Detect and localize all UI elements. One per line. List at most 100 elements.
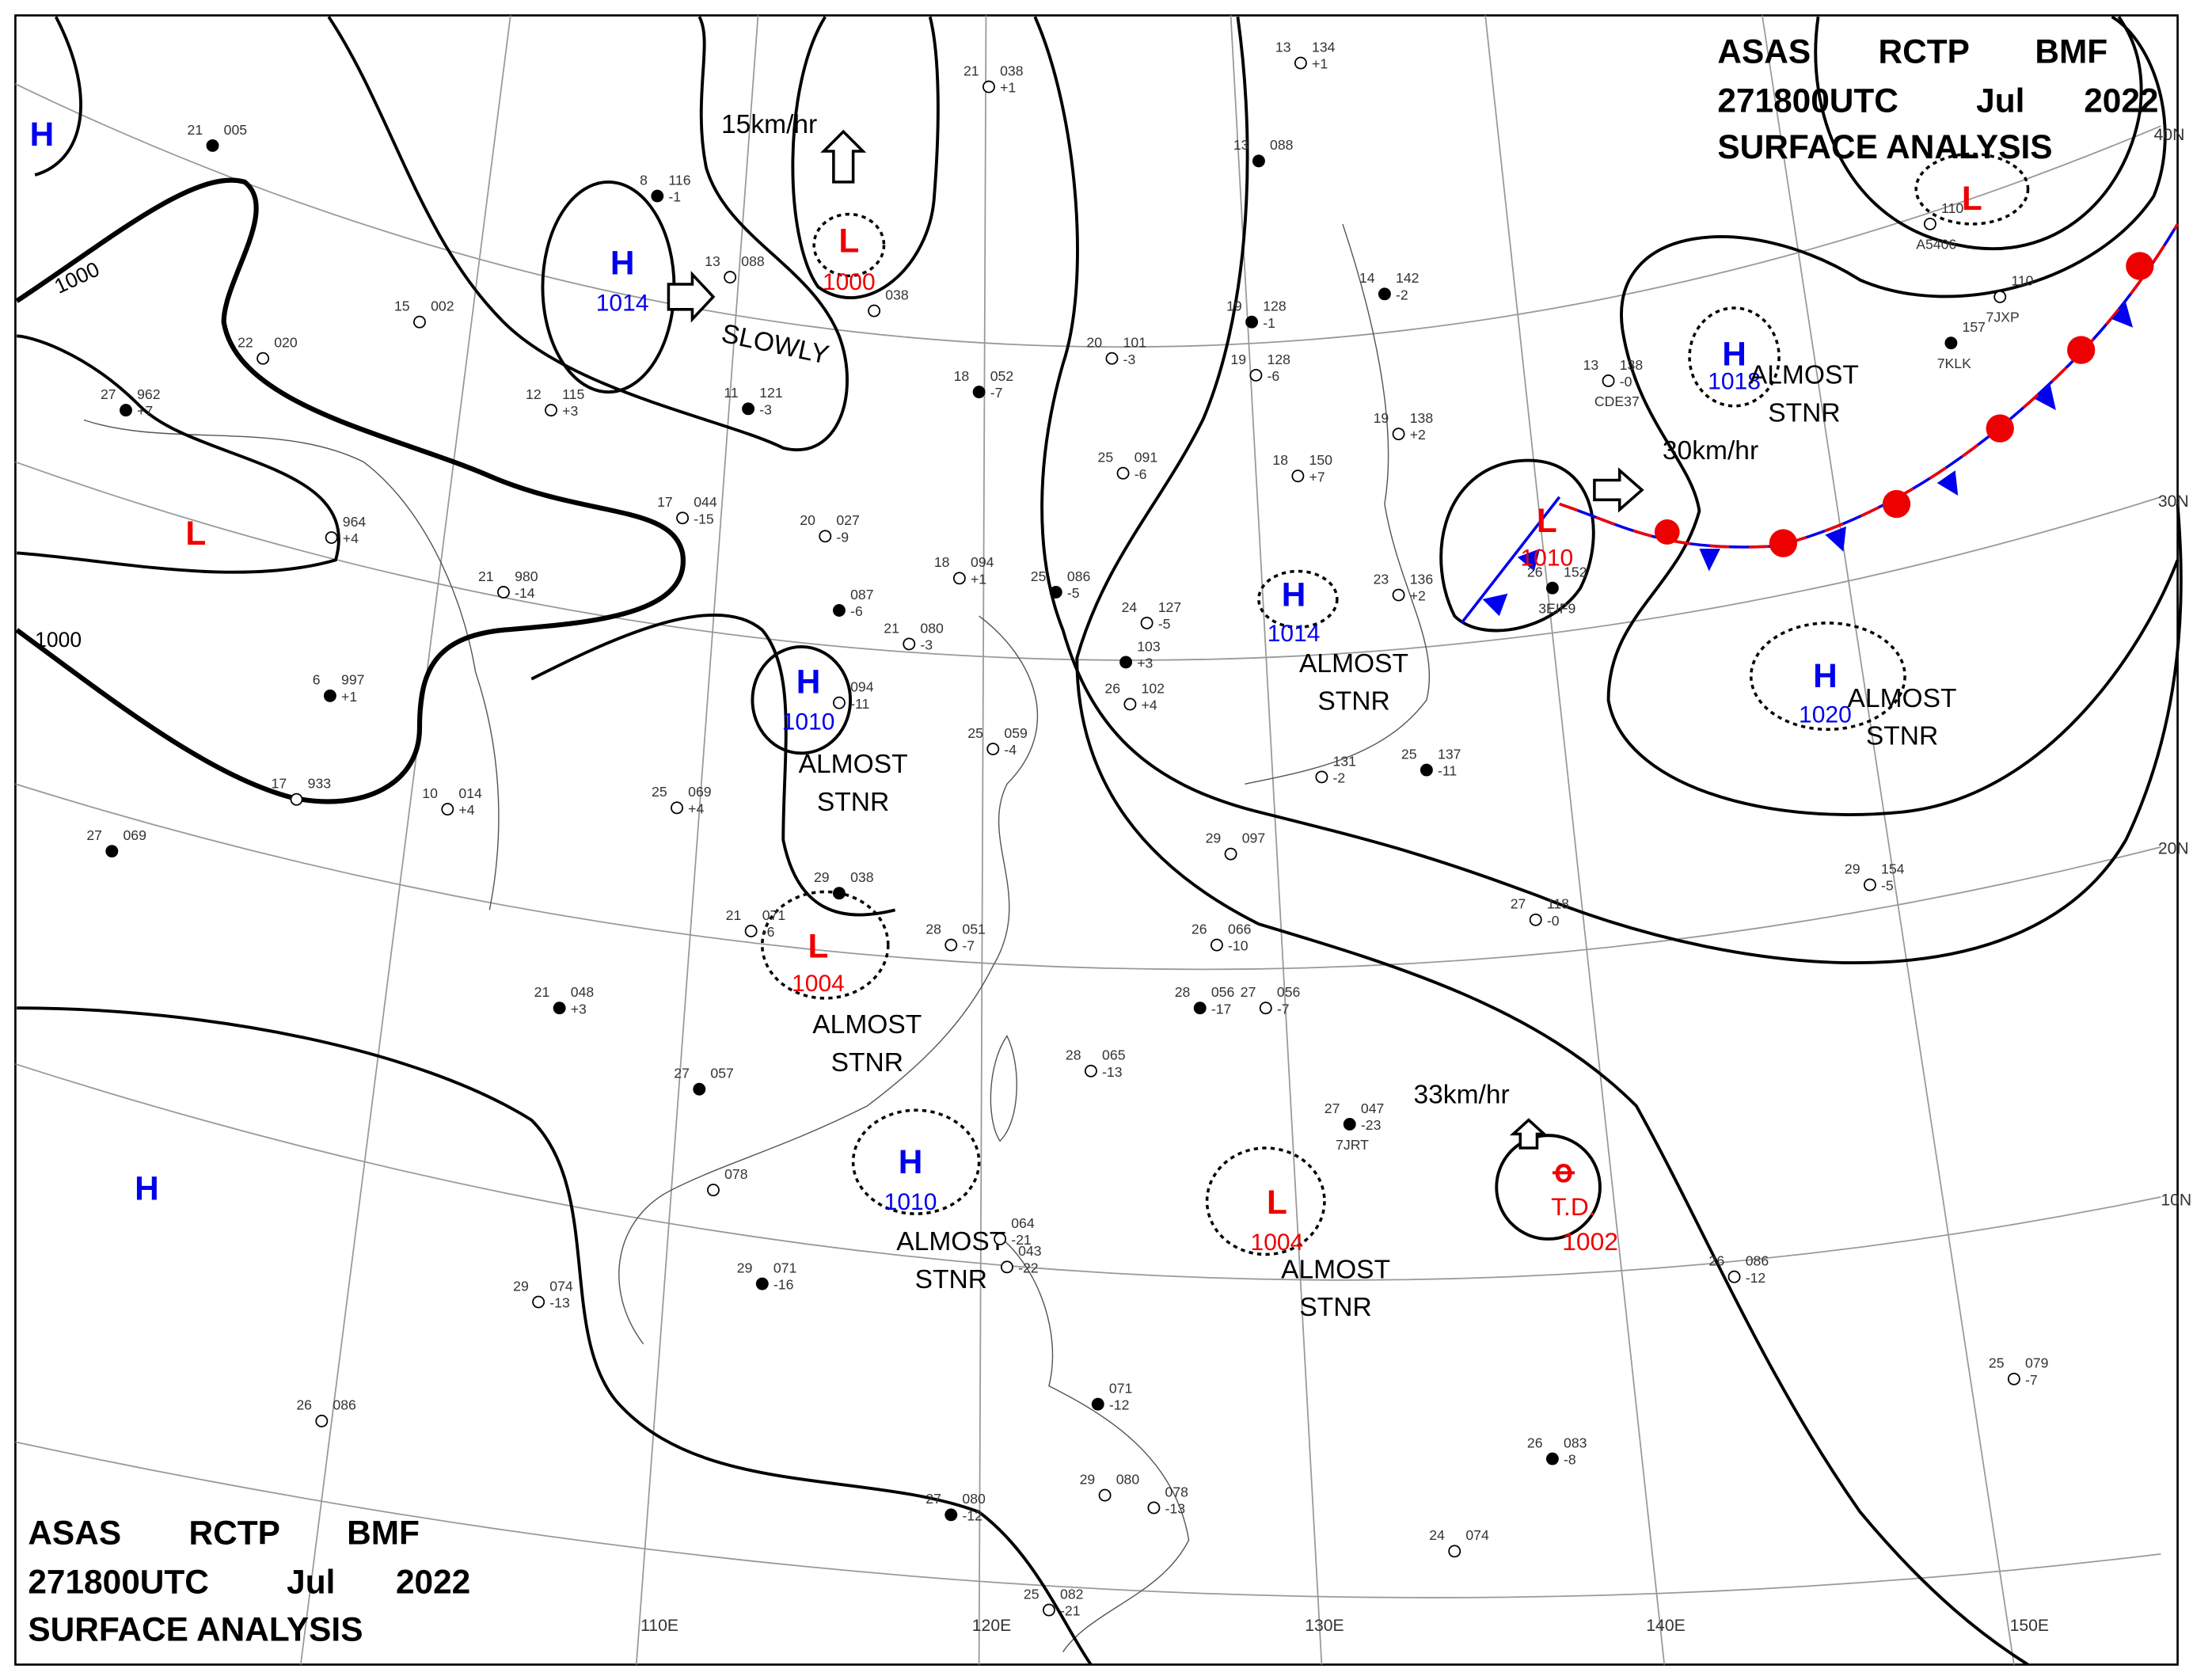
station-circle — [257, 352, 270, 365]
station-callsign: A5406 — [1916, 237, 1956, 253]
pressure-center: L — [185, 515, 206, 552]
station-circle — [1315, 770, 1328, 784]
station-temperature: 25 — [1401, 746, 1417, 762]
station-tendency: -6 — [762, 924, 775, 940]
status-label: STNR — [831, 1048, 903, 1078]
station-pressure: 131 — [1333, 753, 1356, 769]
station-pressure: 080 — [920, 620, 944, 636]
station-circle — [105, 845, 119, 858]
station-pressure: 069 — [123, 827, 146, 843]
motion-label: 15km/hr — [721, 110, 817, 139]
station-tendency: -16 — [773, 1277, 794, 1293]
header-year: 2022 — [396, 1563, 470, 1600]
station-circle — [1042, 1603, 1055, 1617]
station-temperature: 29 — [1845, 861, 1860, 876]
station-temperature: 27 — [1241, 984, 1256, 1000]
station-temperature: 21 — [478, 568, 494, 584]
station-tendency: +4 — [343, 530, 359, 546]
graticule — [15, 15, 2161, 1665]
station-circle — [1545, 581, 1559, 595]
station-pressure: 047 — [1361, 1100, 1384, 1116]
station-pressure: 056 — [1211, 984, 1235, 1000]
header-month: Jul — [287, 1563, 335, 1600]
station-circle — [1252, 154, 1265, 168]
station-temperature: 25 — [1024, 1586, 1039, 1602]
td-pressure: 1002 — [1562, 1227, 1618, 1256]
station-temperature: 25 — [967, 725, 983, 741]
station-circle — [1119, 656, 1133, 669]
station-temperature: 21 — [726, 907, 742, 923]
fronts — [1460, 223, 2180, 624]
longitude-label: 140E — [1646, 1617, 1685, 1635]
station-tendency: +4 — [688, 800, 704, 816]
station-tendency: -5 — [1881, 878, 1894, 894]
station-pressure: 094 — [971, 554, 994, 570]
station-pressure: 020 — [274, 335, 298, 351]
station-temperature: 21 — [884, 620, 899, 636]
station-temperature: 12 — [526, 386, 542, 402]
station-circle — [832, 696, 846, 709]
station-tendency: -2 — [1333, 770, 1346, 785]
station-temperature: 20 — [1086, 335, 1102, 351]
station-pressure: 138 — [1410, 410, 1434, 426]
station-tendency: -5 — [1067, 585, 1080, 601]
station-tendency: -21 — [1060, 1603, 1081, 1619]
station-pressure: 005 — [224, 122, 248, 138]
station-circle — [413, 315, 426, 329]
station-pressure: 103 — [1137, 638, 1161, 654]
station-pressure: 997 — [341, 672, 364, 688]
station-pressure: 071 — [762, 907, 785, 923]
station-circle — [1448, 1545, 1461, 1558]
station-tendency: -23 — [1361, 1117, 1382, 1133]
pressure-center: L — [1962, 180, 1982, 217]
station-tendency: -11 — [1438, 763, 1457, 779]
station-temperature: 27 — [674, 1066, 690, 1081]
station-temperature: 29 — [814, 869, 830, 885]
station-pressure: 128 — [1263, 298, 1287, 314]
station-pressure: 038 — [850, 869, 874, 885]
station-callsign: CDE37 — [1594, 393, 1640, 409]
station-temperature: 17 — [657, 494, 673, 510]
center-pressure: 1014 — [1268, 621, 1321, 647]
station-pressure: 086 — [1067, 568, 1091, 584]
pressure-center: L — [1537, 502, 1557, 539]
station-circle — [1123, 697, 1137, 711]
station-circle — [676, 511, 690, 525]
station-temperature: 27 — [101, 386, 116, 402]
station-circle — [832, 604, 846, 617]
station-pressure: 043 — [1018, 1243, 1042, 1259]
center-pressure: 1000 — [823, 269, 876, 295]
center-pressure: 1018 — [1708, 369, 1761, 395]
station-circle — [1000, 1260, 1013, 1274]
station-temperature: 27 — [925, 1491, 941, 1507]
pressure-center: H — [1722, 336, 1746, 373]
station-circle — [1098, 1488, 1112, 1502]
station-callsign: 7KLK — [1937, 355, 1971, 371]
station-circle — [671, 801, 683, 815]
station-temperature: 27 — [1325, 1100, 1340, 1116]
station-circle — [1727, 1270, 1741, 1283]
station-pressure: 086 — [333, 1397, 356, 1413]
station-temperature: 21 — [534, 984, 550, 1000]
station-circle — [532, 1295, 545, 1309]
station-temperature: 24 — [1122, 599, 1138, 615]
header-time: 271800UTC — [1717, 82, 1898, 119]
station-circle — [325, 531, 338, 544]
station-circle — [1529, 913, 1542, 926]
station-pressure: 115 — [562, 386, 584, 402]
station-circle — [545, 404, 557, 417]
station-temperature: 19 — [1374, 410, 1389, 426]
pressure-center: H — [1813, 657, 1838, 694]
station-tendency: +3 — [1137, 655, 1153, 671]
station-tendency: -2 — [1396, 287, 1408, 302]
station-temperature: 8 — [640, 172, 648, 188]
center-pressure: 1010 — [1520, 545, 1573, 571]
latitude-label: 10N — [2161, 1192, 2191, 1210]
station-pressure: 110 — [1941, 200, 1963, 216]
station-circle — [290, 792, 303, 806]
station-circle — [1084, 1064, 1097, 1078]
station-circle — [903, 637, 916, 651]
station-temperature: 18 — [934, 554, 950, 570]
station-tendency: +1 — [971, 571, 986, 587]
pressure-center: L — [1267, 1184, 1287, 1221]
